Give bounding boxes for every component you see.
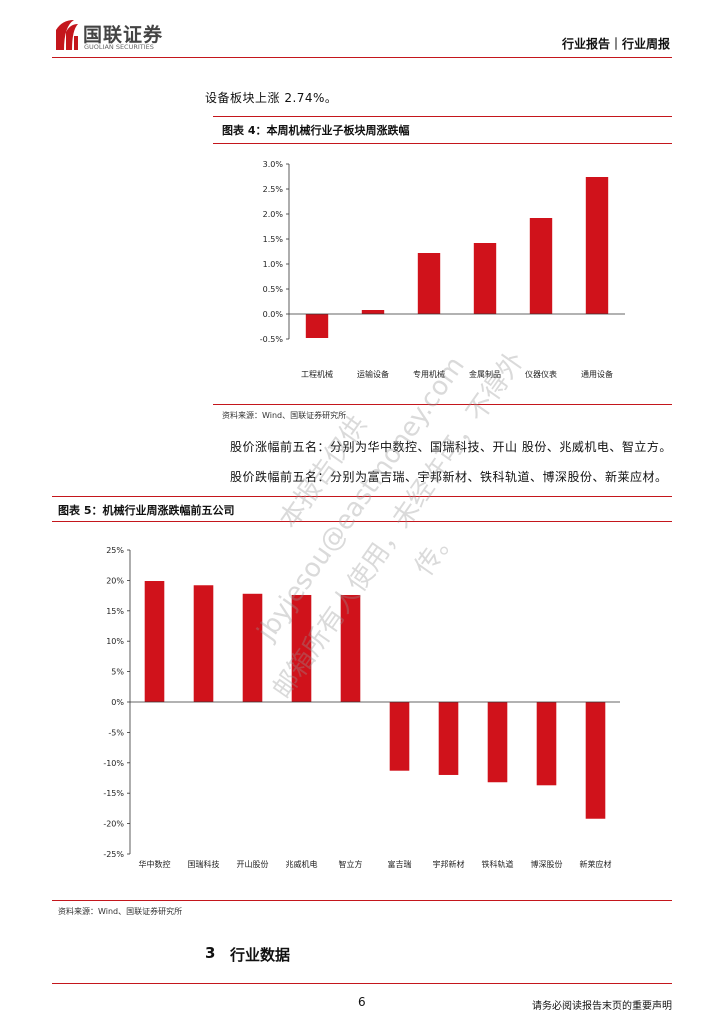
y-tick-label: 0.0% <box>263 310 284 319</box>
y-tick-label: 10% <box>106 637 124 646</box>
y-tick-label: 0% <box>111 698 124 707</box>
x-tick-label: 宇邦新材 <box>433 859 465 869</box>
y-tick-label: 0.5% <box>263 285 284 294</box>
bar <box>473 243 497 314</box>
x-tick-label: 通用设备 <box>581 369 613 379</box>
y-tick-label: 5% <box>111 668 124 677</box>
bar <box>291 594 312 702</box>
section-title: 行业数据 <box>230 946 291 964</box>
y-tick-label: 3.0% <box>263 160 284 169</box>
figure-rule <box>52 900 672 901</box>
y-tick-label: -0.5% <box>260 335 284 344</box>
x-tick-label: 运输设备 <box>357 369 389 379</box>
y-tick-label: 2.0% <box>263 210 284 219</box>
y-tick-label: 15% <box>106 607 124 616</box>
y-tick-label: 2.5% <box>263 185 284 194</box>
bar <box>193 585 214 702</box>
bar <box>389 702 410 771</box>
bar <box>144 581 165 702</box>
y-tick-label: 1.5% <box>263 235 284 244</box>
x-tick-label: 工程机械 <box>301 369 333 379</box>
bar <box>536 702 557 786</box>
y-tick-label: -15% <box>103 789 124 798</box>
paragraph: 股价涨幅前五名：分别为华中数控、国瑞科技、开山 股份、兆威机电、智立方。 <box>230 440 672 454</box>
y-tick-label: 25% <box>106 546 124 555</box>
figure-rule <box>52 521 672 522</box>
section-number: 3 <box>205 944 216 962</box>
bar <box>438 702 459 775</box>
x-tick-label: 兆威机电 <box>286 859 318 869</box>
figure-title: 图表 4：本周机械行业子板块周涨跌幅 <box>222 124 410 137</box>
x-tick-label: 智立方 <box>339 859 363 869</box>
x-tick-label: 铁科轨道 <box>482 859 514 869</box>
bar <box>487 702 508 783</box>
bar <box>529 218 553 314</box>
bar <box>361 310 385 314</box>
y-tick-label: 20% <box>106 576 124 585</box>
bar <box>340 594 361 702</box>
figure-rule <box>213 116 672 117</box>
x-tick-label: 国瑞科技 <box>188 859 220 869</box>
y-tick-label: -25% <box>103 850 124 859</box>
body-text: 设备板块上涨 2.74%。 <box>205 91 338 105</box>
bar <box>417 253 441 314</box>
logo-icon <box>56 20 78 50</box>
x-tick-label: 华中数控 <box>139 859 171 869</box>
y-tick-label: -20% <box>103 820 124 829</box>
figure-rule <box>213 143 672 144</box>
x-tick-label: 新莱应材 <box>580 859 612 869</box>
x-tick-label: 博深股份 <box>531 859 563 869</box>
x-tick-label: 专用机械 <box>413 369 445 379</box>
x-tick-label: 富吉瑞 <box>388 859 412 869</box>
bar <box>585 702 606 819</box>
y-tick-label: -5% <box>108 728 124 737</box>
report-label: 行业报告｜行业周报 <box>561 37 670 51</box>
x-tick-label: 金属制品 <box>469 369 501 379</box>
paragraph: 股价跌幅前五名：分别为富吉瑞、宇邦新材、铁科轨道、博深股份、新莱应材。 <box>230 470 668 484</box>
chart: -0.5% 0.0% 0.5% 1.0% 1.5% 2.0% 2.5% 3.0% 工程机械 运输设… <box>260 160 625 379</box>
chart: -25% -20% -15% -10% -5% 0% 5% 10% 15% 20% 25% 华中数控 国… <box>103 546 620 869</box>
company-name: 国联证券 <box>83 24 164 46</box>
x-tick-label: 开山股份 <box>237 859 269 869</box>
footer-rule <box>52 983 672 984</box>
bar <box>305 314 329 338</box>
figure-rule <box>52 496 672 497</box>
x-tick-label: 仪器仪表 <box>525 369 557 379</box>
header-rule <box>52 57 672 58</box>
y-tick-label: 1.0% <box>263 260 284 269</box>
figure-source: 资料来源：Wind、国联证券研究所 <box>222 411 347 420</box>
bar <box>242 593 263 702</box>
company-name-en: GUOLIAN SECURITIES <box>84 43 154 51</box>
bar <box>585 177 609 314</box>
figure-source: 资料来源：Wind、国联证券研究所 <box>58 907 183 916</box>
figure-rule <box>213 404 672 405</box>
page-number: 6 <box>358 995 366 1009</box>
footer-disclaimer: 请务必阅读报告末页的重要声明 <box>532 1001 672 1012</box>
figure-title: 图表 5：机械行业周涨跌幅前五公司 <box>58 504 235 517</box>
y-tick-label: -10% <box>103 759 124 768</box>
